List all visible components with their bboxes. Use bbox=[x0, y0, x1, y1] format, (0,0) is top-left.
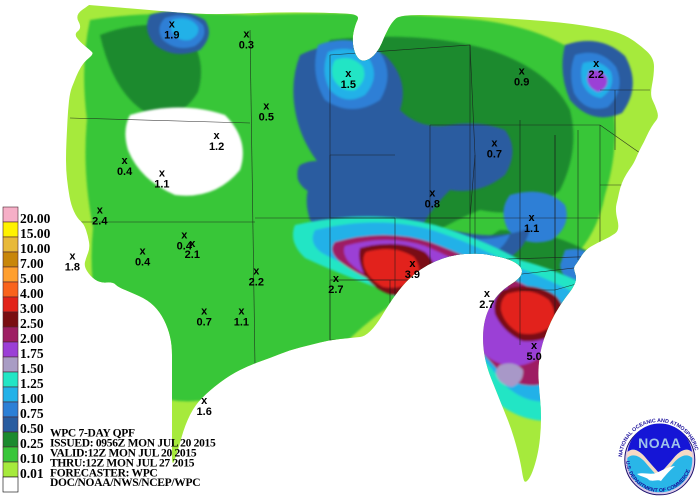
svg-text:NOAA: NOAA bbox=[638, 435, 681, 451]
svg-text:3.00: 3.00 bbox=[20, 301, 44, 316]
svg-text:20.00: 20.00 bbox=[20, 211, 51, 226]
svg-text:0.01: 0.01 bbox=[20, 466, 44, 481]
svg-text:4.00: 4.00 bbox=[20, 286, 44, 301]
svg-text:0.75: 0.75 bbox=[20, 406, 44, 421]
svg-text:15.00: 15.00 bbox=[20, 226, 51, 241]
svg-text:7.00: 7.00 bbox=[20, 256, 44, 271]
svg-text:10.00: 10.00 bbox=[20, 241, 51, 256]
svg-text:2.50: 2.50 bbox=[20, 316, 44, 331]
svg-text:1.50: 1.50 bbox=[20, 361, 44, 376]
svg-text:0.50: 0.50 bbox=[20, 421, 44, 436]
svg-text:5.00: 5.00 bbox=[20, 271, 44, 286]
svg-text:1.25: 1.25 bbox=[20, 376, 44, 391]
svg-text:0.10: 0.10 bbox=[20, 451, 44, 466]
svg-text:1.75: 1.75 bbox=[20, 346, 44, 361]
svg-text:DOC/NOAA/NWS/NCEP/WPC: DOC/NOAA/NWS/NCEP/WPC bbox=[50, 477, 200, 489]
svg-text:2.00: 2.00 bbox=[20, 331, 44, 346]
svg-text:0.25: 0.25 bbox=[20, 436, 44, 451]
svg-text:1.00: 1.00 bbox=[20, 391, 44, 406]
